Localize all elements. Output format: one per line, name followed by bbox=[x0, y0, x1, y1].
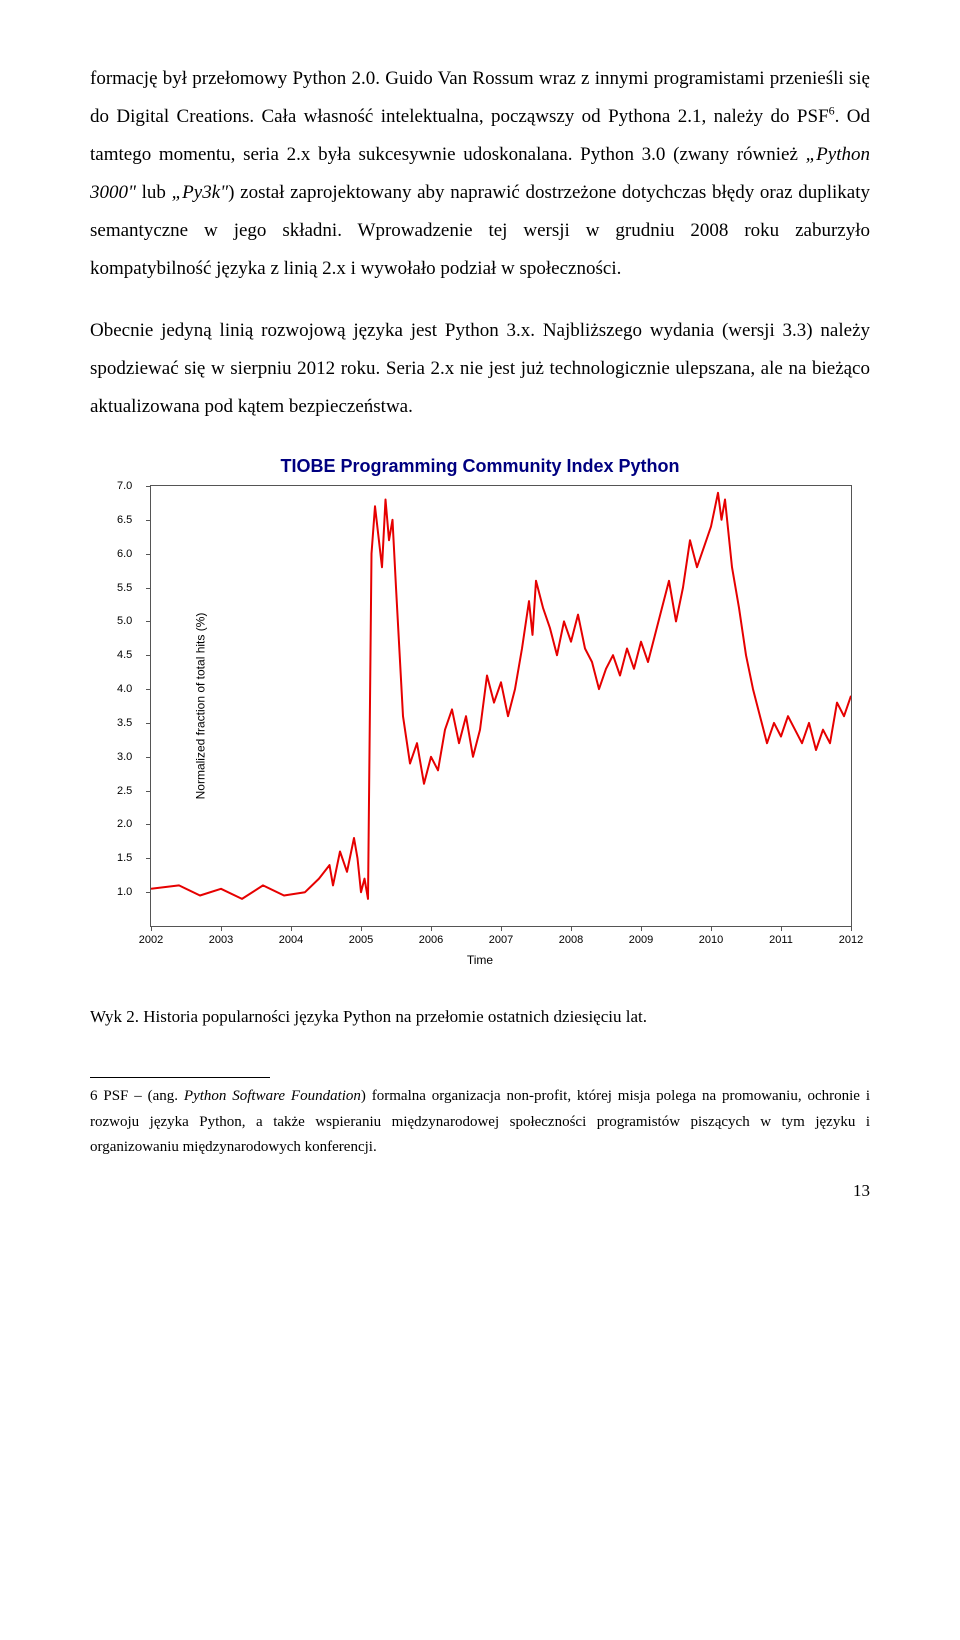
chart-ytick: 3.5 bbox=[117, 717, 132, 729]
chart-xtick-mark bbox=[361, 926, 362, 931]
chart-ytick: 3.0 bbox=[117, 751, 132, 763]
paragraph-1: formację był przełomowy Python 2.0. Guid… bbox=[90, 60, 870, 288]
chart-series-line bbox=[151, 493, 851, 899]
chart-xtick-mark bbox=[291, 926, 292, 931]
chart-ytick-mark bbox=[146, 723, 151, 724]
chart-ytick: 6.5 bbox=[117, 514, 132, 526]
chart-xtick: 2002 bbox=[139, 934, 163, 946]
chart-container: TIOBE Programming Community Index Python… bbox=[110, 456, 850, 967]
p1-italic-2: „Py3k" bbox=[172, 182, 229, 203]
chart-xtick: 2012 bbox=[839, 934, 863, 946]
chart-xtick: 2007 bbox=[489, 934, 513, 946]
chart-xtick-mark bbox=[431, 926, 432, 931]
chart-ytick-mark bbox=[146, 588, 151, 589]
chart-line-svg bbox=[151, 486, 851, 926]
chart-xtick-mark bbox=[501, 926, 502, 931]
chart-xtick: 2011 bbox=[769, 934, 793, 946]
chart-xlabel: Time bbox=[110, 953, 850, 967]
chart-xtick: 2006 bbox=[419, 934, 443, 946]
chart-ytick: 5.5 bbox=[117, 582, 132, 594]
footnote-italic: Python Software Foundation bbox=[184, 1088, 361, 1104]
chart-xtick-mark bbox=[851, 926, 852, 931]
chart-xtick-mark bbox=[571, 926, 572, 931]
footnote-text-a: PSF – (ang. bbox=[98, 1088, 184, 1104]
chart-xtick: 2005 bbox=[349, 934, 373, 946]
chart-ytick-mark bbox=[146, 757, 151, 758]
chart-ytick: 1.0 bbox=[117, 886, 132, 898]
chart-ytick-mark bbox=[146, 520, 151, 521]
chart-ytick: 1.5 bbox=[117, 852, 132, 864]
chart-title: TIOBE Programming Community Index Python bbox=[110, 456, 850, 477]
chart-ytick-mark bbox=[146, 621, 151, 622]
footnote-separator bbox=[90, 1077, 270, 1078]
chart-xtick-mark bbox=[151, 926, 152, 931]
chart-xtick-mark bbox=[711, 926, 712, 931]
chart-ytick-mark bbox=[146, 824, 151, 825]
chart-xtick-mark bbox=[781, 926, 782, 931]
p1-text-c: lub bbox=[136, 182, 172, 203]
chart-ytick: 4.0 bbox=[117, 683, 132, 695]
chart-xtick: 2009 bbox=[629, 934, 653, 946]
page-container: formację był przełomowy Python 2.0. Guid… bbox=[0, 0, 960, 1241]
chart-xtick: 2003 bbox=[209, 934, 233, 946]
chart-ytick-mark bbox=[146, 791, 151, 792]
chart-xtick: 2010 bbox=[699, 934, 723, 946]
footnote-number: 6 bbox=[90, 1088, 98, 1104]
chart-ytick: 6.0 bbox=[117, 548, 132, 560]
chart-plot-area: Normalized fraction of total hits (%) 1.… bbox=[150, 485, 852, 927]
chart-xtick: 2004 bbox=[279, 934, 303, 946]
chart-ytick-mark bbox=[146, 655, 151, 656]
chart-ytick: 2.0 bbox=[117, 818, 132, 830]
chart-ytick-mark bbox=[146, 858, 151, 859]
chart-ytick: 2.5 bbox=[117, 785, 132, 797]
paragraph-2: Obecnie jedyną linią rozwojową języka je… bbox=[90, 312, 870, 426]
page-number: 13 bbox=[90, 1181, 870, 1201]
p1-text-a: formację był przełomowy Python 2.0. Guid… bbox=[90, 68, 870, 127]
chart-ytick: 7.0 bbox=[117, 480, 132, 492]
chart-caption: Wyk 2. Historia popularności języka Pyth… bbox=[90, 1007, 870, 1027]
chart-ytick: 4.5 bbox=[117, 649, 132, 661]
chart-ytick-mark bbox=[146, 554, 151, 555]
chart-ytick: 5.0 bbox=[117, 615, 132, 627]
chart-xtick-mark bbox=[221, 926, 222, 931]
chart-ytick-mark bbox=[146, 486, 151, 487]
chart-ytick-mark bbox=[146, 689, 151, 690]
chart-ytick-mark bbox=[146, 892, 151, 893]
footnote-6: 6 PSF – (ang. Python Software Foundation… bbox=[90, 1084, 870, 1161]
chart-xtick-mark bbox=[641, 926, 642, 931]
chart-xtick: 2008 bbox=[559, 934, 583, 946]
